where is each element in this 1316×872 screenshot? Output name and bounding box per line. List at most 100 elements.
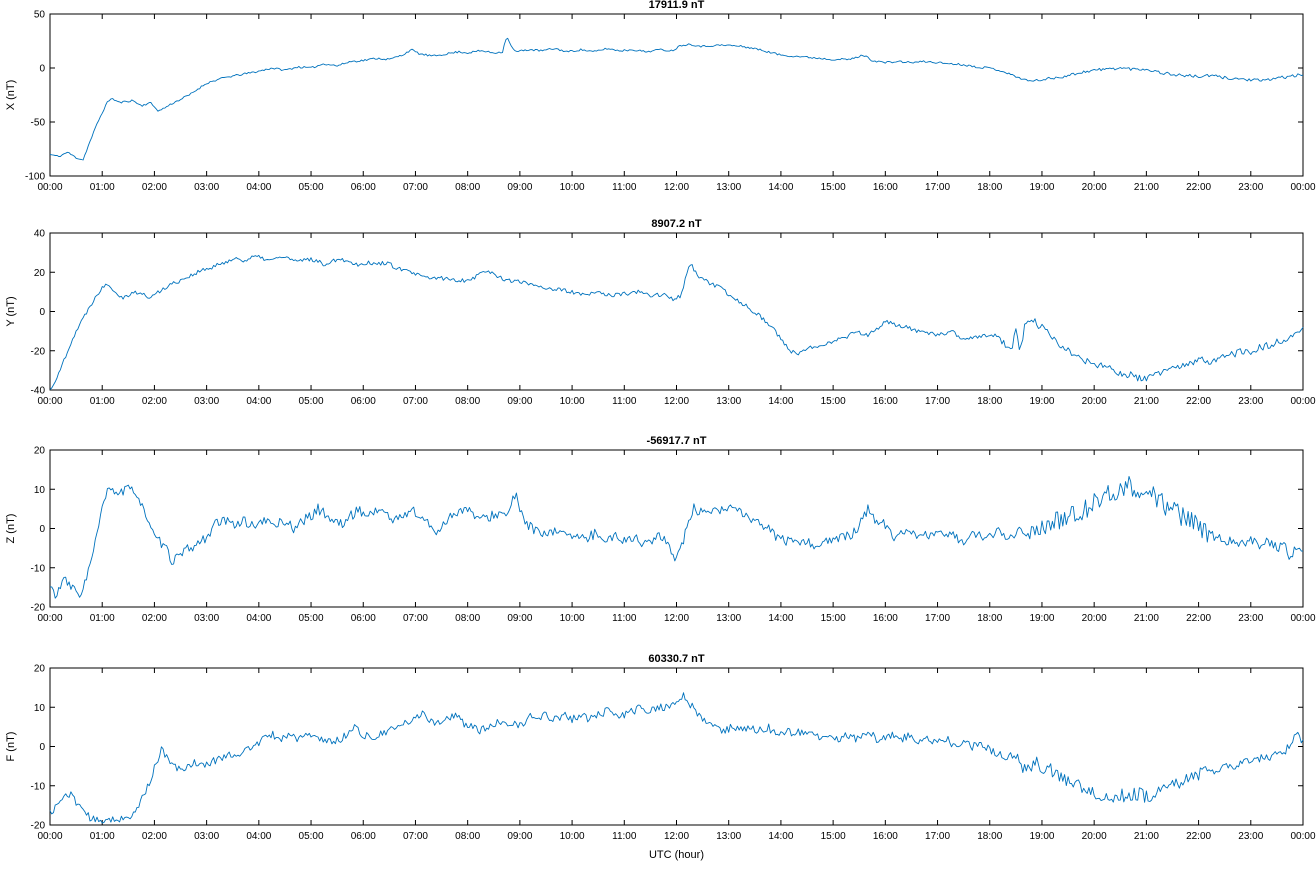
x-tick-label: 14:00 bbox=[768, 831, 793, 842]
x-tick-label: 06:00 bbox=[351, 396, 376, 407]
x-tick-label: 13:00 bbox=[716, 396, 741, 407]
y-tick-label: -10 bbox=[31, 563, 46, 574]
x-tick-label: 06:00 bbox=[351, 831, 376, 842]
y-axis-label: F (nT) bbox=[5, 732, 17, 762]
series-line bbox=[49, 254, 1304, 390]
x-tick-label: 22:00 bbox=[1186, 831, 1211, 842]
x-tick-label: 21:00 bbox=[1134, 613, 1159, 624]
x-tick-label: 07:00 bbox=[403, 182, 428, 193]
x-tick-label: 15:00 bbox=[821, 182, 846, 193]
x-tick-label: 19:00 bbox=[1029, 182, 1054, 193]
x-tick-label: 14:00 bbox=[768, 613, 793, 624]
x-tick-label: 01:00 bbox=[90, 396, 115, 407]
x-tick-label: 21:00 bbox=[1134, 396, 1159, 407]
x-tick-label: 12:00 bbox=[664, 182, 689, 193]
x-tick-label: 00:00 bbox=[37, 182, 62, 193]
x-tick-label: 14:00 bbox=[768, 396, 793, 407]
x-tick-label: 12:00 bbox=[664, 396, 689, 407]
x-tick-label: 04:00 bbox=[246, 182, 271, 193]
y-tick-label: 0 bbox=[39, 307, 45, 318]
series-line bbox=[49, 37, 1304, 161]
y-tick-label: 10 bbox=[34, 703, 46, 714]
x-tick-label: 10:00 bbox=[560, 396, 585, 407]
panel-title: 17911.9 nT bbox=[649, 0, 705, 11]
x-tick-label: 00:00 bbox=[37, 831, 62, 842]
x-tick-label: 00:00 bbox=[37, 613, 62, 624]
panel-title: -56917.7 nT bbox=[647, 435, 707, 447]
x-axis-label: UTC (hour) bbox=[649, 849, 704, 861]
x-tick-label: 12:00 bbox=[664, 613, 689, 624]
x-tick-label: 20:00 bbox=[1082, 182, 1107, 193]
y-tick-label: -20 bbox=[31, 821, 46, 832]
panel-title: 60330.7 nT bbox=[648, 653, 705, 665]
y-axis-label: X (nT) bbox=[5, 80, 17, 111]
series-line bbox=[50, 475, 1304, 599]
y-axis-label: Z (nT) bbox=[5, 514, 17, 544]
x-tick-label: 22:00 bbox=[1186, 613, 1211, 624]
x-tick-label: 07:00 bbox=[403, 396, 428, 407]
x-tick-label: 13:00 bbox=[716, 182, 741, 193]
x-tick-label: 09:00 bbox=[507, 613, 532, 624]
x-tick-label: 11:00 bbox=[612, 613, 637, 624]
x-tick-label: 19:00 bbox=[1029, 613, 1054, 624]
panel-box bbox=[49, 667, 1304, 826]
x-tick-label: 17:00 bbox=[925, 396, 950, 407]
x-tick-label: 06:00 bbox=[351, 613, 376, 624]
y-tick-label: 0 bbox=[39, 64, 45, 75]
x-tick-label: 11:00 bbox=[612, 396, 637, 407]
y-tick-label: 50 bbox=[34, 10, 46, 21]
x-tick-label: 07:00 bbox=[403, 613, 428, 624]
x-tick-label: 21:00 bbox=[1134, 831, 1159, 842]
x-tick-label: 22:00 bbox=[1186, 396, 1211, 407]
x-tick-label: 04:00 bbox=[246, 396, 271, 407]
x-tick-label: 00:00 bbox=[1290, 182, 1315, 193]
x-tick-label: 19:00 bbox=[1029, 396, 1054, 407]
y-tick-label: 20 bbox=[34, 446, 46, 457]
x-tick-label: 11:00 bbox=[612, 831, 637, 842]
x-tick-label: 23:00 bbox=[1238, 182, 1263, 193]
x-tick-label: 00:00 bbox=[1290, 613, 1315, 624]
x-tick-label: 02:00 bbox=[142, 182, 167, 193]
x-tick-label: 12:00 bbox=[664, 831, 689, 842]
x-tick-label: 16:00 bbox=[873, 182, 898, 193]
x-tick-label: 18:00 bbox=[977, 182, 1002, 193]
x-tick-label: 08:00 bbox=[455, 831, 480, 842]
x-tick-label: 23:00 bbox=[1238, 831, 1263, 842]
x-tick-label: 10:00 bbox=[560, 613, 585, 624]
x-tick-label: 18:00 bbox=[977, 831, 1002, 842]
x-tick-label: 09:00 bbox=[507, 396, 532, 407]
x-tick-label: 08:00 bbox=[455, 396, 480, 407]
x-tick-label: 16:00 bbox=[873, 613, 898, 624]
x-tick-label: 17:00 bbox=[925, 182, 950, 193]
y-tick-label: 0 bbox=[39, 524, 45, 535]
x-tick-label: 09:00 bbox=[507, 831, 532, 842]
x-tick-label: 00:00 bbox=[37, 396, 62, 407]
x-tick-label: 07:00 bbox=[403, 831, 428, 842]
x-tick-label: 05:00 bbox=[299, 831, 324, 842]
y-tick-label: 40 bbox=[34, 229, 46, 240]
y-tick-label: -20 bbox=[31, 603, 46, 614]
x-tick-label: 08:00 bbox=[455, 613, 480, 624]
x-tick-label: 20:00 bbox=[1082, 613, 1107, 624]
x-tick-label: 01:00 bbox=[90, 182, 115, 193]
x-tick-label: 20:00 bbox=[1082, 831, 1107, 842]
x-tick-label: 16:00 bbox=[873, 831, 898, 842]
y-tick-label: 10 bbox=[34, 485, 46, 496]
x-tick-label: 05:00 bbox=[299, 396, 324, 407]
y-tick-label: 0 bbox=[39, 742, 45, 753]
x-tick-label: 10:00 bbox=[560, 831, 585, 842]
x-tick-label: 13:00 bbox=[716, 613, 741, 624]
panel-box bbox=[49, 13, 1304, 177]
x-tick-label: 19:00 bbox=[1029, 831, 1054, 842]
x-tick-label: 06:00 bbox=[351, 182, 376, 193]
x-tick-label: 02:00 bbox=[142, 613, 167, 624]
panel-box bbox=[49, 449, 1304, 608]
y-tick-label: -10 bbox=[31, 781, 46, 792]
x-tick-label: 17:00 bbox=[925, 831, 950, 842]
series-line bbox=[49, 692, 1304, 824]
x-tick-label: 00:00 bbox=[1290, 831, 1315, 842]
x-tick-label: 23:00 bbox=[1238, 396, 1263, 407]
x-tick-label: 05:00 bbox=[299, 613, 324, 624]
